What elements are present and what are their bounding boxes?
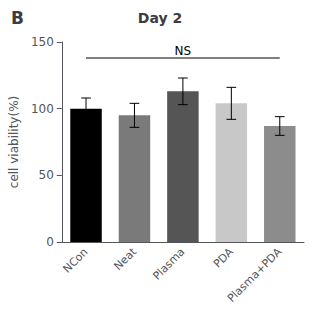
- svg-text:Day 2: Day 2: [138, 10, 182, 26]
- svg-text:100: 100: [31, 102, 54, 116]
- svg-text:150: 150: [31, 35, 54, 49]
- svg-text:Plasma: Plasma: [150, 245, 187, 282]
- svg-text:B: B: [11, 8, 24, 28]
- svg-text:Neat: Neat: [111, 245, 139, 273]
- svg-text:NCon: NCon: [61, 245, 91, 275]
- svg-text:0: 0: [46, 235, 54, 249]
- svg-text:NS: NS: [175, 44, 192, 58]
- svg-text:PDA: PDA: [211, 245, 236, 270]
- svg-text:cell viability(%): cell viability(%): [7, 96, 21, 188]
- svg-text:50: 50: [39, 168, 54, 182]
- svg-text:Plasma+PDA: Plasma+PDA: [225, 245, 285, 305]
